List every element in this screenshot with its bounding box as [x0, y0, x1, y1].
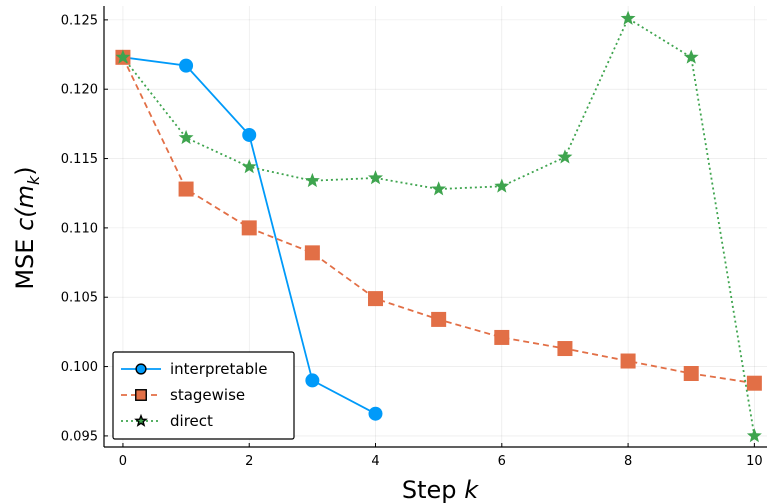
- legend-box: [112, 351, 295, 440]
- x-tick-label: 4: [371, 454, 379, 469]
- data-point-stagewise: [746, 375, 762, 391]
- y-tick-label: 0.095: [61, 429, 98, 444]
- x-tick-label: 6: [498, 454, 506, 469]
- data-point-interpretable: [305, 373, 320, 388]
- x-axis-title: Step k: [402, 476, 479, 503]
- data-point-direct: [368, 170, 383, 185]
- axes: [103, 6, 767, 448]
- data-point-interpretable: [242, 127, 257, 142]
- data-series: [115, 10, 762, 443]
- y-tick-label: 0.110: [61, 221, 98, 236]
- y-tick-label: 0.105: [61, 291, 98, 306]
- y-axis-title: MSE c(mk): [11, 166, 43, 289]
- data-point-interpretable: [179, 58, 194, 73]
- y-tick-label: 0.125: [61, 13, 98, 28]
- data-point-direct: [431, 181, 447, 196]
- series-line-stagewise: [122, 56, 755, 385]
- legend-marker-stagewise: [135, 389, 147, 401]
- x-tick-label: 2: [245, 454, 253, 469]
- data-point-stagewise: [304, 245, 320, 261]
- data-point-direct: [557, 149, 573, 164]
- x-tick-label: 0: [119, 454, 127, 469]
- tick-labels: 0 2 4 6 8 10 0.095 0.100 0.105 0.110 0.115 0.120 0.1…: [61, 13, 763, 469]
- data-point-direct: [304, 172, 320, 188]
- grid-lines: [104, 6, 767, 447]
- x-tick-label: 10: [746, 454, 763, 469]
- data-point-stagewise: [494, 329, 510, 345]
- legend: interpretable stagewise direct: [112, 351, 295, 440]
- series-stagewise: [115, 49, 762, 391]
- data-point-direct: [746, 428, 762, 443]
- legend-label-interpretable: interpretable: [170, 360, 268, 378]
- data-point-interpretable: [368, 406, 383, 421]
- y-tick-label: 0.100: [61, 360, 98, 375]
- x-tick-label: 8: [624, 454, 632, 469]
- data-point-stagewise: [620, 353, 636, 369]
- data-point-direct: [683, 49, 699, 64]
- data-point-stagewise: [431, 311, 447, 327]
- legend-item-interpretable: interpretable: [121, 360, 268, 378]
- legend-label-direct: direct: [170, 412, 213, 430]
- data-point-stagewise: [178, 181, 194, 197]
- y-tick-label: 0.120: [61, 83, 98, 98]
- y-tick-label: 0.115: [61, 152, 98, 167]
- legend-marker-direct: [134, 413, 148, 427]
- data-point-stagewise: [683, 366, 699, 381]
- data-point-direct: [115, 49, 131, 64]
- data-point-direct: [178, 129, 194, 145]
- data-point-direct: [241, 159, 257, 174]
- data-point-stagewise: [368, 291, 384, 307]
- legend-label-stagewise: stagewise: [170, 386, 245, 404]
- legend-item-stagewise: stagewise: [121, 386, 245, 404]
- legend-marker-interpretable: [135, 363, 147, 375]
- data-point-direct: [620, 10, 636, 25]
- series-direct: [115, 10, 762, 443]
- data-point-stagewise: [557, 341, 573, 357]
- legend-item-direct: direct: [121, 412, 213, 430]
- data-point-stagewise: [241, 220, 257, 236]
- data-point-direct: [494, 178, 510, 193]
